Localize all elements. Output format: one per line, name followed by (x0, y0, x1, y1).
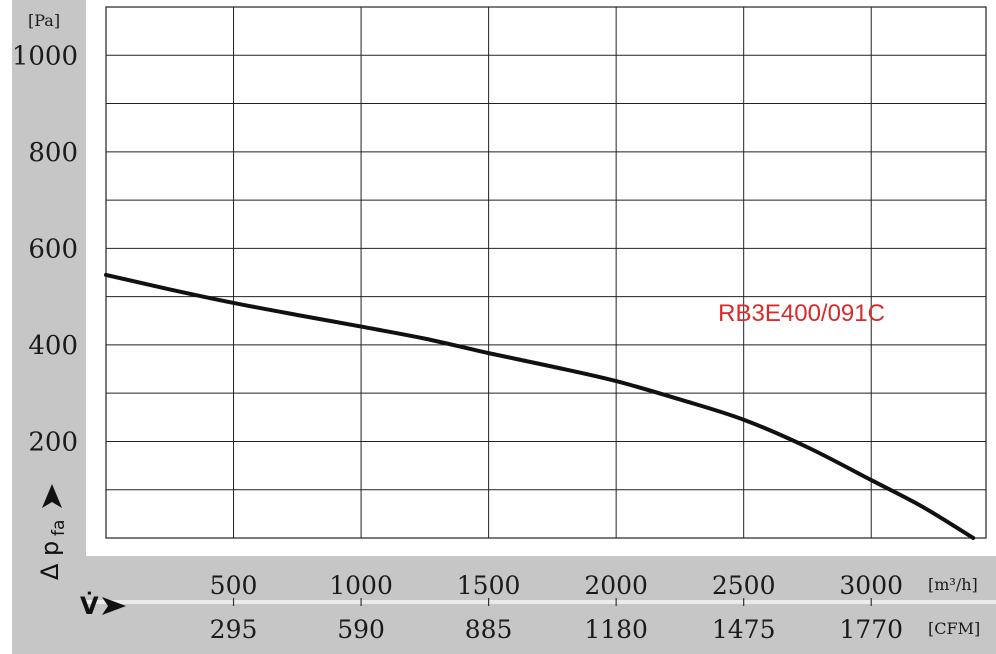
x-axis-light-strip (86, 600, 996, 604)
x-tick-label: 2500 (712, 571, 776, 600)
x-unit-secondary: [CFM] (928, 619, 980, 638)
x-axis-label: V̇ (80, 592, 99, 620)
plot-area (105, 6, 987, 539)
series-line-rb3e400-091c (104, 272, 976, 540)
x-tick-label-cfm: 1475 (712, 615, 776, 644)
x-tick-label-cfm: 295 (210, 615, 258, 644)
left-band (12, 0, 86, 654)
bottom-band (12, 556, 996, 654)
y-tick-label: 1000 (12, 41, 78, 71)
x-axis-arrow-icon (102, 597, 126, 615)
x-tick-label-cfm: 885 (465, 615, 513, 644)
model-annotation: RB3E400/091C (718, 300, 885, 327)
y-axis-arrow-icon (42, 484, 62, 508)
y-unit-label: [Pa] (28, 11, 60, 30)
x-tick-label-cfm: 1180 (584, 615, 648, 644)
x-tick-label: 2000 (584, 571, 648, 600)
x-tick-label: 1500 (457, 571, 521, 600)
y-tick-label: 800 (28, 138, 78, 168)
y-tick-label: 600 (28, 234, 78, 264)
x-tick-label: 3000 (839, 571, 903, 600)
y-tick-label: 200 (28, 427, 78, 457)
x-tick-label-cfm: 590 (337, 615, 385, 644)
svg-text:fa: fa (49, 520, 69, 536)
grid (106, 7, 986, 538)
x-unit-primary: [m³/h] (928, 575, 978, 594)
y-tick-labels: 200 400 600 800 1000 (12, 41, 78, 457)
y-tick-label: 400 (28, 331, 78, 361)
x-tick-label-cfm: 1770 (839, 615, 903, 644)
svg-text:Δ p: Δ p (36, 541, 64, 580)
x-tick-labels: 500 295 1000 590 1500 885 2000 1180 2500 1475 3000… (210, 571, 903, 644)
x-tick-label: 500 (210, 571, 258, 600)
x-tick-label: 1000 (329, 571, 393, 600)
y-axis-label: Δ p fa (36, 484, 69, 580)
